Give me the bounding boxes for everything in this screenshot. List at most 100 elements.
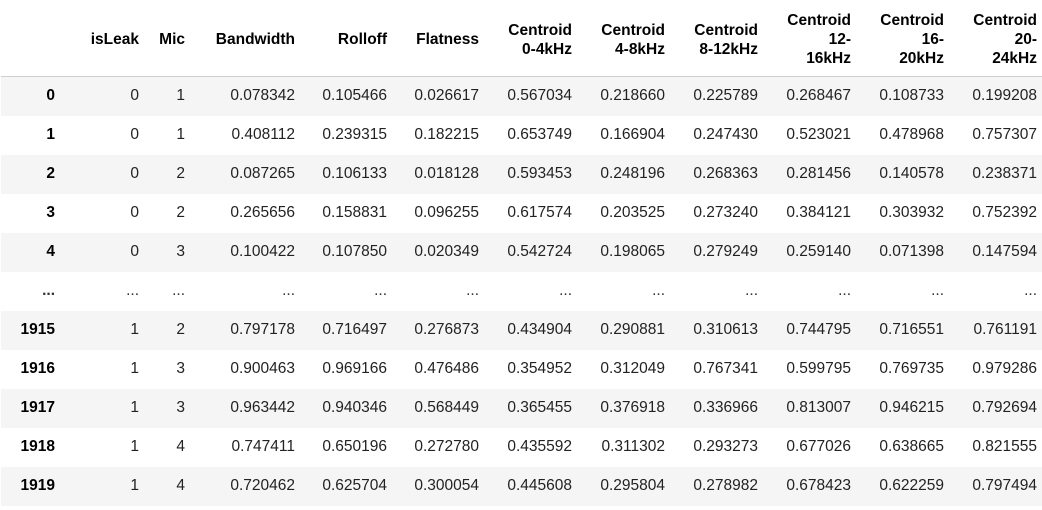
table-cell: 3: [176, 243, 185, 260]
table-cell: ...: [126, 282, 139, 299]
table-cell: ...: [931, 282, 944, 299]
table-cell: 0.354952: [507, 360, 572, 377]
table-cell: 0.087265: [230, 165, 295, 182]
table-cell: 0.900463: [230, 360, 295, 377]
table-cell: 0.278982: [693, 477, 758, 494]
row-index: 1916: [20, 360, 55, 377]
row-index: 4: [46, 243, 55, 260]
table-cell: 0.303932: [879, 204, 944, 221]
column-header-line: Centroid: [508, 21, 572, 39]
column-header-line: isLeak: [90, 31, 139, 48]
table-cell: ...: [1024, 282, 1037, 299]
table-cell: 3: [176, 399, 185, 416]
column-header: Bandwidth: [190, 3, 300, 77]
table-row: 0 0 1 0.078342 0.105466 0.026617 0.567034 0.218…: [1, 76, 1042, 116]
table-cell: 0.769735: [879, 360, 944, 377]
column-header-line: Centroid: [973, 12, 1037, 29]
table-row: 1916 1 3 0.900463 0.969166 0.476486 0.354952 0.…: [1, 349, 1042, 389]
table-cell: 0.376918: [600, 399, 665, 416]
table-cell: 0.295804: [600, 477, 665, 494]
table-cell: 3: [176, 360, 185, 377]
column-header: Centroid 0-4kHz: [484, 3, 577, 77]
table-row: 4 0 3 0.100422 0.107850 0.020349 0.542724 0.198…: [1, 232, 1042, 272]
table-cell: 0.108733: [879, 87, 944, 105]
table-cell: ...: [282, 282, 295, 299]
table-row: 3 0 2 0.265656 0.158831 0.096255 0.617574 0.203…: [1, 193, 1042, 233]
table-cell: 0.247430: [693, 126, 758, 143]
column-header-line: Rolloff: [337, 31, 387, 48]
column-header-line: 8-12kHz: [699, 40, 758, 58]
table-cell: 0.311302: [601, 438, 666, 455]
table-cell: 0.593453: [507, 165, 572, 182]
table-cell: 0.276873: [414, 321, 479, 338]
column-header: Rolloff: [300, 3, 392, 77]
column-header-line: 4-8kHz: [615, 40, 665, 58]
table-cell: 0.290881: [600, 321, 665, 338]
column-header-line: 20kHz: [899, 50, 944, 67]
column-header: Centroid 4-8kHz: [577, 3, 670, 77]
table-cell: 0.625704: [322, 477, 387, 494]
column-header-line: 0-4kHz: [522, 40, 572, 58]
table-cell: 0.476486: [414, 360, 479, 377]
table-cell: 0.026617: [414, 87, 479, 105]
table-cell: 0.182215: [414, 126, 479, 143]
table-cell: 0.677026: [786, 438, 851, 455]
table-cell: 0.940346: [322, 399, 387, 416]
table-cell: 1: [130, 360, 139, 377]
table-cell: 1: [130, 438, 139, 455]
table-cell: 0.158831: [322, 204, 387, 221]
table-cell: 0.797494: [972, 477, 1037, 494]
header-row: isLeak Mic Bandwidth Rolloff Flatness Centroi…: [1, 3, 1042, 77]
table-cell: 0.239315: [322, 126, 387, 143]
table-cell: 0.523021: [786, 126, 851, 143]
row-index: 1919: [20, 477, 55, 494]
table-cell: 2: [176, 165, 185, 182]
table-cell: 0: [130, 243, 139, 260]
table-row: 1918 1 4 0.747411 0.650196 0.272780 0.435592 0.…: [1, 427, 1042, 467]
table-cell: 0.979286: [972, 360, 1037, 377]
table-cell: 0.767341: [693, 360, 758, 377]
table-cell: 0.408112: [231, 126, 296, 143]
table-row: 1915 1 2 0.797178 0.716497 0.276873 0.434904 0.…: [1, 310, 1042, 350]
table-cell: 0.435592: [507, 438, 572, 455]
table-cell: 0.199208: [972, 87, 1037, 105]
table-cell: 0.147594: [972, 243, 1037, 260]
table-cell: 0.238371: [972, 165, 1037, 182]
table-cell: 0.617574: [507, 204, 572, 221]
table-cell: 0.336966: [693, 399, 758, 416]
table-cell: ...: [652, 282, 665, 299]
table-cell: ...: [466, 282, 479, 299]
table-cell: 0.542724: [507, 243, 572, 260]
table-body: 0 0 1 0.078342 0.105466 0.026617 0.567034 0.218…: [1, 76, 1042, 506]
table-cell: 0.140578: [879, 165, 944, 182]
table-cell: 0.622259: [879, 477, 944, 494]
table-cell: 0: [130, 165, 139, 182]
table-row: 1 0 1 0.408112 0.239315 0.182215 0.653749 0.166…: [1, 115, 1042, 155]
table-cell: 2: [176, 204, 185, 221]
table-cell: 1: [130, 321, 139, 338]
table-cell: 0.106133: [322, 165, 387, 182]
column-header-line: Bandwidth: [215, 31, 295, 48]
table-cell: 0.747411: [231, 438, 296, 455]
table-cell: 4: [176, 438, 185, 455]
table-cell: 0.105466: [322, 87, 387, 105]
column-header: Flatness: [392, 3, 484, 77]
table-cell: ...: [559, 282, 572, 299]
table-row: 1919 1 4 0.720462 0.625704 0.300054 0.445608 0.…: [1, 466, 1042, 506]
table-cell: 0.100422: [230, 243, 295, 260]
table-cell: 0.259140: [786, 243, 851, 260]
table-cell: 0: [130, 87, 139, 105]
index-column-header: [1, 3, 66, 77]
table-cell: 0.300054: [414, 477, 479, 494]
column-header-line: Flatness: [416, 31, 479, 48]
column-header-line: 16-: [921, 31, 944, 48]
table-cell: 0.384121: [786, 204, 851, 221]
table-cell: 0.716551: [879, 321, 944, 338]
table-cell: 0.638665: [879, 438, 944, 455]
column-header: Centroid 12- 16kHz: [763, 3, 856, 77]
table-row: 2 0 2 0.087265 0.106133 0.018128 0.593453 0.248…: [1, 154, 1042, 194]
table-cell: 0.268363: [693, 165, 758, 182]
column-header-line: Mic: [159, 31, 185, 48]
column-header: Mic: [144, 3, 190, 77]
table-cell: 0.272780: [414, 438, 479, 455]
